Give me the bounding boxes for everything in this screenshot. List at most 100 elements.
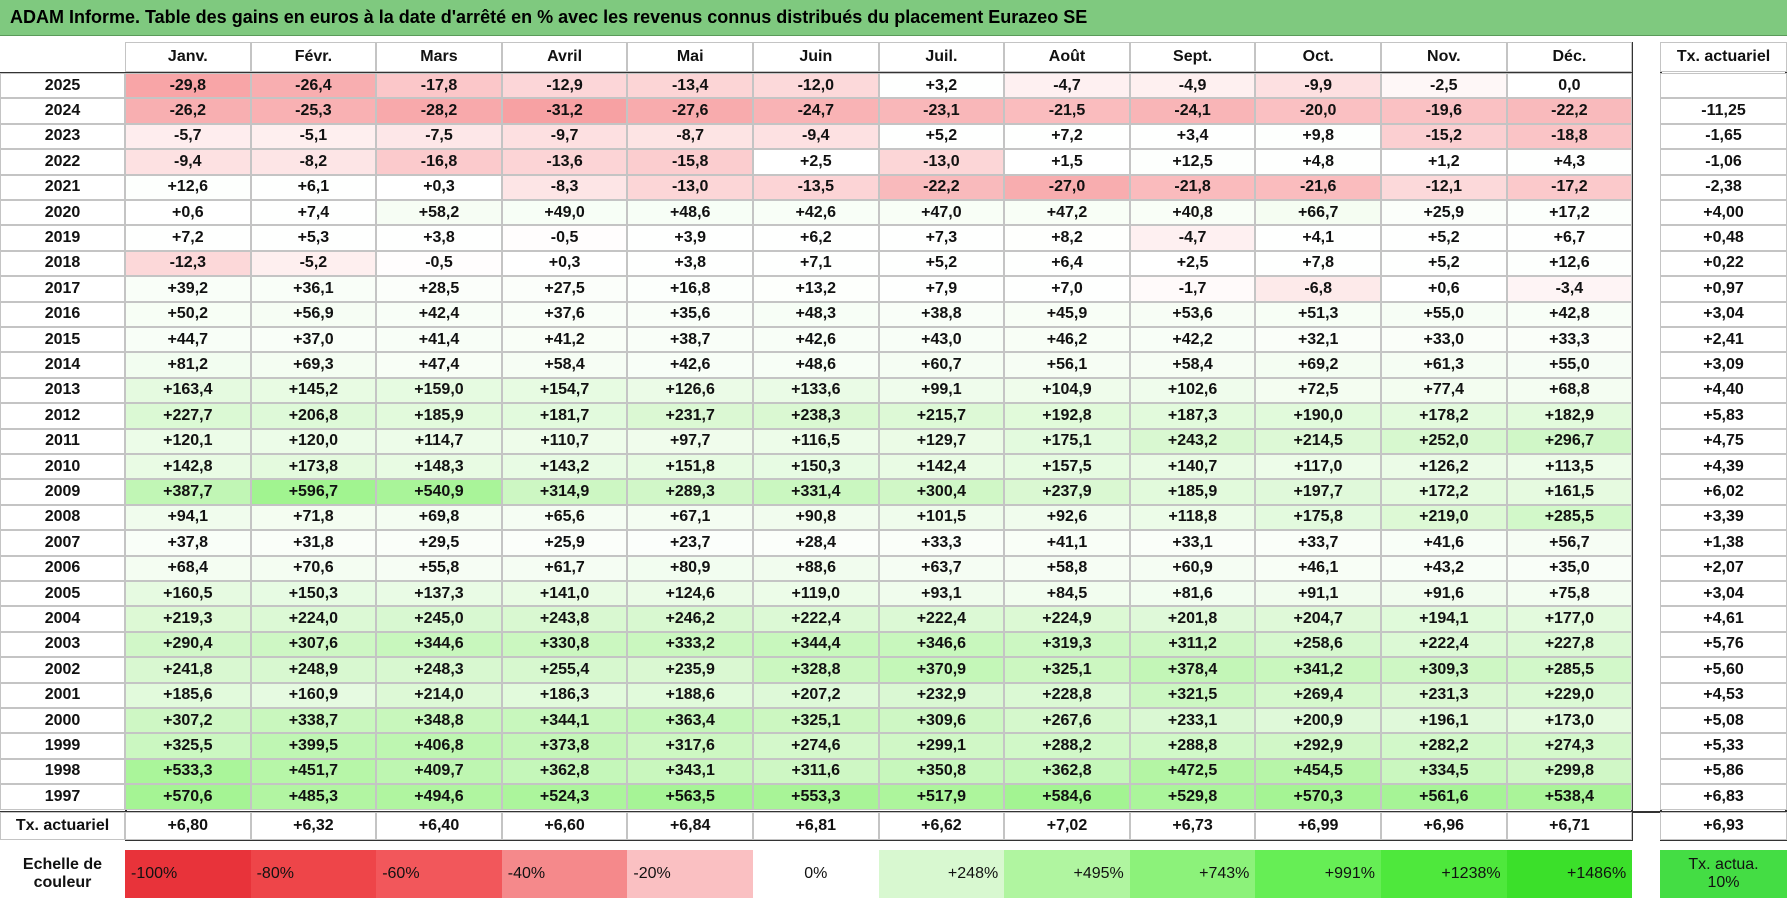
value-cell: -25,3: [250, 98, 377, 124]
value-cell: +341,2: [1255, 657, 1381, 683]
value-cell: +309,3: [1381, 657, 1507, 683]
tx-cell: [1660, 73, 1787, 99]
value-cell: -15,8: [627, 149, 753, 175]
value-cell: +243,2: [1129, 428, 1256, 454]
value-cell: +88,6: [753, 555, 879, 581]
row-header: 2000: [0, 708, 125, 734]
value-cell: +140,7: [1129, 454, 1256, 480]
tx-cell: +4,61: [1660, 606, 1787, 632]
value-cell: +47,0: [878, 200, 1005, 226]
value-cell: +72,5: [1255, 377, 1381, 404]
value-cell: +7,2: [125, 225, 251, 251]
value-cell: +309,6: [878, 708, 1005, 734]
value-cell: +596,7: [250, 479, 377, 505]
value-cell: +53,6: [1129, 301, 1256, 327]
value-cell: -16,8: [376, 149, 502, 175]
value-cell: +42,4: [376, 301, 502, 327]
column-header: Juin: [753, 42, 879, 72]
value-cell: -8,3: [501, 174, 628, 200]
value-cell: +197,7: [1255, 479, 1381, 505]
tx-cell: +6,71: [1506, 812, 1633, 840]
value-cell: +248,9: [250, 657, 377, 683]
value-cell: -31,2: [501, 98, 628, 124]
tx-cell: +5,86: [1660, 758, 1787, 785]
column-header: Mars: [376, 42, 502, 72]
value-cell: +33,0: [1381, 327, 1507, 353]
value-cell: -21,5: [1004, 98, 1130, 124]
value-cell: 0,0: [1506, 73, 1633, 99]
value-cell: +40,8: [1129, 200, 1256, 226]
value-cell: -27,6: [627, 98, 753, 124]
value-cell: +181,7: [501, 403, 628, 429]
value-cell: -28,2: [376, 98, 502, 124]
value-cell: +42,6: [753, 200, 879, 226]
value-cell: +51,3: [1255, 301, 1381, 327]
tx-cell: +4,53: [1660, 682, 1787, 708]
value-cell: +387,7: [125, 479, 251, 505]
value-cell: +274,3: [1506, 733, 1633, 759]
value-cell: +7,1: [753, 250, 879, 277]
value-cell: -12,1: [1381, 174, 1507, 200]
value-cell: +235,9: [627, 657, 753, 683]
value-cell: +540,9: [376, 479, 502, 505]
value-cell: +124,6: [627, 581, 753, 607]
scale-cell: +991%: [1255, 850, 1381, 898]
tx-cell: +6,93: [1660, 812, 1787, 840]
scale-cell: -80%: [250, 850, 377, 898]
value-cell: +219,0: [1381, 504, 1507, 531]
value-cell: +233,1: [1129, 708, 1256, 734]
scale-cell: +1486%: [1506, 850, 1633, 898]
value-cell: +154,7: [501, 377, 628, 404]
value-cell: +142,8: [125, 454, 251, 480]
value-cell: -5,2: [250, 250, 377, 277]
value-cell: +7,8: [1255, 250, 1381, 277]
value-cell: +113,5: [1506, 454, 1633, 480]
value-cell: +333,2: [627, 631, 753, 658]
tx-cell: +3,09: [1660, 352, 1787, 378]
value-cell: +241,8: [125, 657, 251, 683]
value-cell: +269,4: [1255, 682, 1381, 708]
value-cell: +58,2: [376, 200, 502, 226]
value-cell: +190,0: [1255, 403, 1381, 429]
value-cell: +292,9: [1255, 733, 1381, 759]
value-cell: +325,1: [1004, 657, 1130, 683]
tx-cell: +6,83: [1660, 784, 1787, 810]
row-header: 1998: [0, 758, 125, 785]
value-cell: +6,7: [1506, 225, 1633, 251]
value-cell: +23,7: [627, 530, 753, 556]
value-cell: +41,6: [1381, 530, 1507, 556]
value-cell: +267,6: [1004, 708, 1130, 734]
value-cell: +285,5: [1506, 504, 1633, 531]
value-cell: +252,0: [1381, 428, 1507, 454]
value-cell: +3,8: [627, 250, 753, 277]
value-cell: +97,7: [627, 428, 753, 454]
value-cell: +317,6: [627, 733, 753, 759]
row-header: 2018: [0, 250, 125, 277]
scale-cell: Tx. actua. 10%: [1660, 850, 1787, 898]
value-cell: +48,6: [627, 200, 753, 226]
value-cell: -6,8: [1255, 276, 1381, 302]
value-cell: +288,2: [1004, 733, 1130, 759]
value-cell: +5,2: [878, 123, 1005, 150]
value-cell: +4,3: [1506, 149, 1633, 175]
value-cell: +41,2: [501, 327, 628, 353]
value-cell: +348,8: [376, 708, 502, 734]
value-cell: +120,0: [250, 428, 377, 454]
value-cell: -23,1: [878, 98, 1005, 124]
value-cell: +224,9: [1004, 606, 1130, 632]
value-cell: +67,1: [627, 504, 753, 531]
value-cell: +363,4: [627, 708, 753, 734]
value-cell: -21,6: [1255, 174, 1381, 200]
value-cell: +159,0: [376, 377, 502, 404]
value-cell: +538,4: [1506, 784, 1633, 810]
value-cell: +1,2: [1381, 149, 1507, 175]
value-cell: +43,2: [1381, 555, 1507, 581]
value-cell: +570,6: [125, 784, 251, 810]
value-cell: +2,5: [753, 149, 879, 175]
value-cell: +7,0: [1004, 276, 1130, 302]
value-cell: +289,3: [627, 479, 753, 505]
value-cell: +35,6: [627, 301, 753, 327]
tx-cell: +6,84: [627, 812, 753, 840]
value-cell: +56,7: [1506, 530, 1633, 556]
value-cell: +93,1: [878, 581, 1005, 607]
